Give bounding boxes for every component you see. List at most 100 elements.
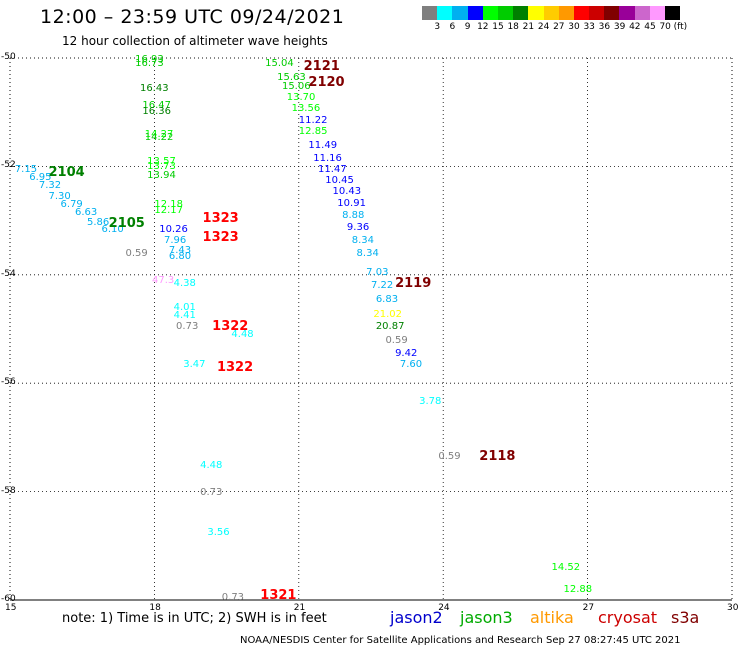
wave-height-value: 0.59 [125, 248, 148, 260]
pass-label: 2105 [108, 216, 145, 232]
wave-height-value: 4.01 [173, 302, 196, 314]
color-scale-tick-label: 33 [583, 22, 595, 32]
page-subtitle: 12 hour collection of altimeter wave hei… [62, 34, 328, 48]
wave-height-value: 13.57 [147, 155, 176, 167]
pass-label: 1323 [202, 210, 239, 226]
pass-label: 2120 [308, 75, 345, 91]
color-scale-tick-label: 36 [598, 22, 611, 32]
color-swatch [619, 6, 635, 20]
wave-height-value: 14.22 [144, 131, 174, 143]
legend-item-cryosat: cryosat [598, 608, 658, 627]
wave-height-value: 10.45 [325, 174, 354, 186]
longitude-tick-label: 27 [582, 603, 595, 613]
pass-label: 1322 [212, 319, 249, 335]
wave-height-value: 11.22 [298, 115, 328, 127]
color-swatch [452, 6, 468, 20]
color-scale-tick-label: 70 [659, 22, 671, 32]
color-swatch [497, 6, 514, 20]
wave-height-value: 10.26 [159, 223, 188, 235]
wave-height-value: 10.43 [332, 185, 362, 197]
wave-height-value: 7.03 [366, 267, 389, 279]
color-swatch [482, 6, 498, 20]
color-scale-tick-label: 15 [492, 22, 504, 32]
color-swatch [634, 6, 650, 20]
wave-height-value: 16.36 [142, 105, 171, 117]
longitude-tick-label: 24 [438, 603, 450, 613]
wave-height-value: 11.49 [308, 139, 338, 151]
color-scale-tick-label: 18 [507, 22, 519, 32]
color-swatch [513, 6, 529, 20]
color-scale-tick-label: (ft) [673, 22, 688, 32]
latitude-tick-label: -58 [1, 485, 16, 496]
wave-height-value: 6.10 [101, 223, 124, 235]
legend-item-s3a: s3a [671, 608, 700, 627]
wave-height-value: 7.32 [38, 180, 62, 192]
color-scale-tick-label: 30 [568, 22, 580, 32]
wave-height-value: 4.38 [173, 277, 196, 289]
color-scale-bar [422, 6, 681, 20]
wave-height-value: 16.43 [139, 82, 169, 94]
wave-height-value: 7.96 [164, 234, 187, 246]
wave-height-value: 0.59 [385, 334, 408, 346]
wave-height-value: 6.79 [60, 199, 83, 211]
wave-height-value: 21.02 [373, 308, 403, 320]
color-scale-tick-label: 21 [522, 22, 535, 32]
wave-height-value: 3.47 [183, 359, 206, 371]
color-swatch [467, 6, 483, 20]
wave-height-value: 7.30 [48, 191, 71, 203]
color-swatch [528, 6, 544, 20]
wave-height-value: 6.80 [168, 250, 192, 262]
footer-credit: NOAA/NESDIS Center for Satellite Applica… [240, 635, 681, 646]
color-swatch [543, 6, 559, 20]
page-title: 12:00 – 23:59 UTC 09/24/2021 [40, 6, 345, 28]
color-scale-tick-label: 39 [613, 22, 626, 32]
color-scale-tick-label: 42 [629, 22, 641, 32]
color-scale-labels: 3 6 9 12 15 18 21 24 27 30 33 36 39 42 45 70 (ft) [422, 22, 740, 34]
wave-height-value: 9.42 [395, 348, 418, 360]
wave-height-value: 7.43 [168, 245, 192, 257]
wave-height-value: 0.73 [221, 592, 245, 604]
color-swatch [437, 6, 453, 20]
pass-label: 1322 [216, 359, 254, 375]
latitude-tick-label: -54 [1, 268, 16, 279]
wave-height-value: 12.85 [298, 126, 328, 138]
wave-height-value: 12.88 [563, 584, 593, 596]
wave-height-value: 15.63 [277, 71, 306, 83]
wave-height-value: 8.34 [356, 248, 379, 260]
wave-height-value: 5.86 [87, 216, 110, 228]
wave-height-value: 13.56 [291, 102, 321, 114]
pass-label: 1323 [202, 229, 239, 245]
color-scale-tick-label: 6 [449, 22, 456, 32]
color-swatch [558, 6, 574, 20]
longitude-tick-label: 21 [293, 603, 306, 613]
wave-height-value: 11.16 [313, 153, 342, 165]
wave-height-value: 16.93 [135, 54, 164, 66]
wave-height-value: 0.73 [176, 321, 199, 333]
pass-label: 2104 [48, 164, 85, 180]
color-swatch [422, 6, 438, 20]
wave-height-value: 11.47 [318, 164, 347, 176]
wave-height-value: 0.73 [200, 486, 223, 498]
wave-height-value: 0.59 [438, 451, 461, 463]
wave-height-value: 16.73 [135, 58, 164, 70]
wave-height-value: 4.48 [231, 329, 254, 341]
wave-height-value: 14.27 [144, 128, 174, 140]
longitude-tick-label: 18 [149, 603, 161, 613]
wave-height-value: 12.17 [154, 204, 184, 216]
color-scale-tick-label: 12 [477, 22, 489, 32]
latitude-tick-label: -56 [1, 377, 16, 388]
legend-item-jason2: jason2 [390, 608, 443, 627]
pass-label: 1321 [260, 587, 297, 603]
wave-height-value: 15.04 [265, 58, 294, 70]
wave-height-value: 13.73 [147, 161, 176, 173]
wave-height-value: 9.36 [346, 222, 370, 234]
wave-height-value: 15.06 [281, 81, 311, 93]
wave-height-value: 14.52 [551, 562, 581, 574]
color-swatch [649, 6, 665, 20]
color-swatch [589, 6, 605, 20]
color-swatch [604, 6, 620, 20]
color-scale-tick-label: 45 [644, 22, 656, 32]
wave-height-value: 3.78 [419, 395, 442, 407]
wave-height-value: 4.48 [200, 459, 223, 471]
